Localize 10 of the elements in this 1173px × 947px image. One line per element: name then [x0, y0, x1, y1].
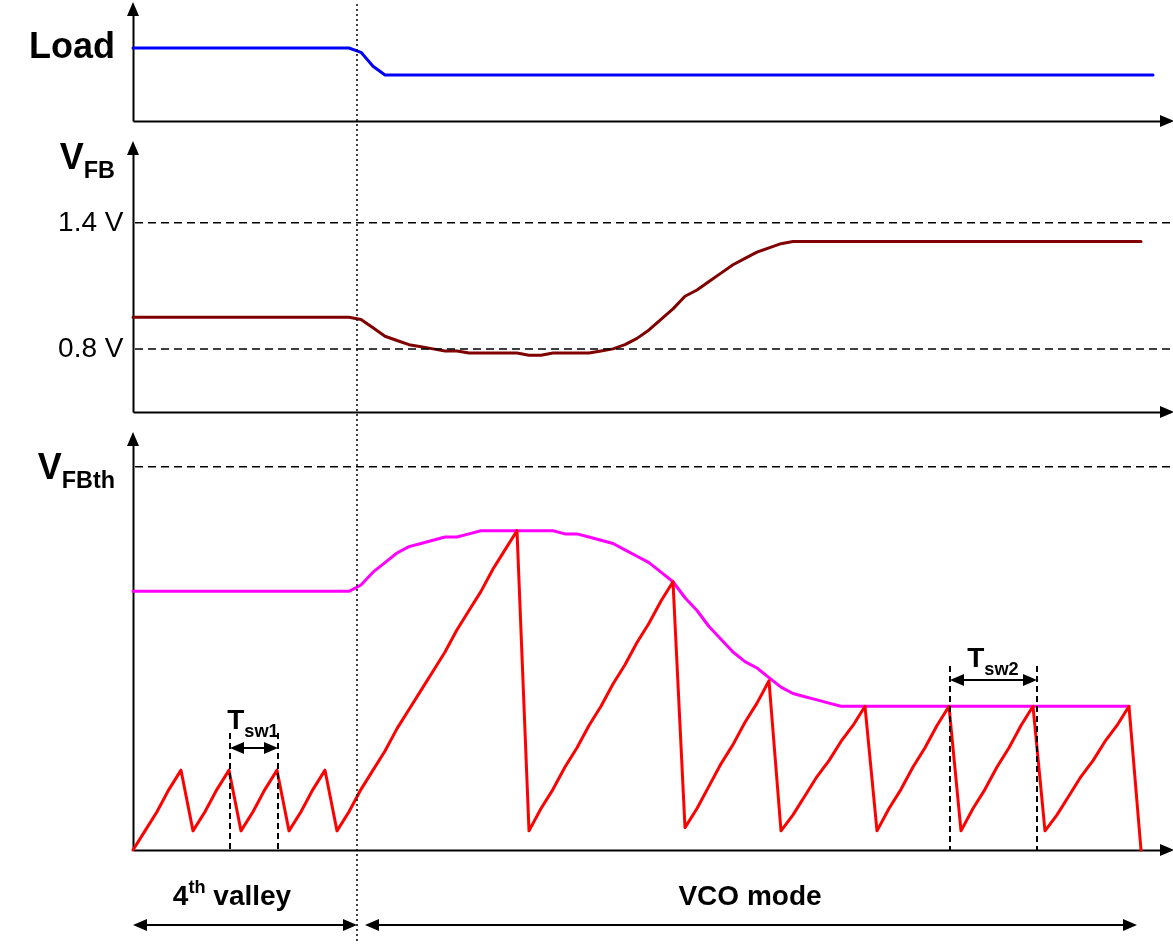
y-axis-title: Load [29, 24, 115, 66]
y-axis-title: V$_{FBth}$ [37, 445, 115, 493]
y-axis-title: V$_{FB}$ [59, 135, 115, 183]
text: 4$^{th}$ valley [172, 877, 292, 912]
annotation: T$_{sw1}$ [227, 704, 279, 741]
text: VCO mode [678, 880, 822, 912]
y-tick-label: 0.8 V [58, 332, 124, 364]
line-series [131, 240, 1143, 357]
annotation: T$_{sw2}$ [967, 642, 1019, 679]
y-tick-label: 1.4 V [58, 206, 124, 238]
